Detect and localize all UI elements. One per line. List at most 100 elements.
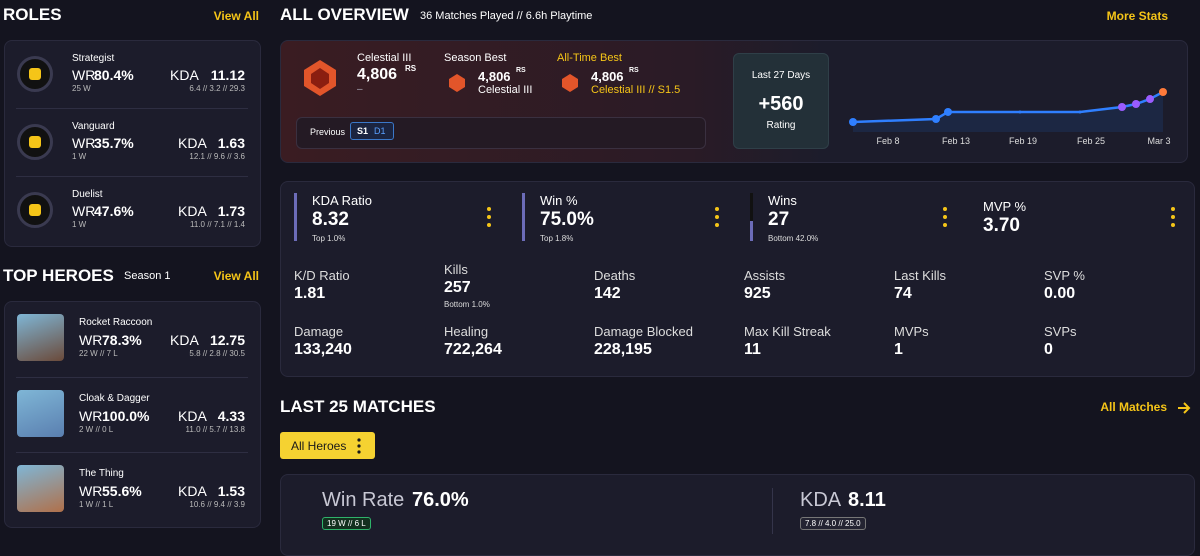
kda-label: KDA <box>170 67 199 83</box>
trend-point <box>1018 110 1022 114</box>
stat-value: 1 <box>894 341 903 358</box>
hero-portrait <box>17 389 64 437</box>
heroes-link[interactable]: View All <box>213 269 259 283</box>
matches-title: LAST 25 MATCHES <box>280 397 436 416</box>
more-stats[interactable]: More Stats <box>1106 9 1168 23</box>
percentile-bar <box>750 193 753 241</box>
stat-label: MVPs <box>894 324 929 339</box>
overview-subtitle: 36 Matches Played // 6.6h Playtime <box>420 10 593 22</box>
role-name: Vanguard <box>72 121 115 132</box>
role-glyph <box>29 136 41 148</box>
wr-label: WR <box>72 67 96 83</box>
divider <box>772 488 773 534</box>
menu-dot <box>1171 215 1175 219</box>
separator <box>16 176 248 177</box>
stat-value: 925 <box>744 285 771 302</box>
kda-label: KDA <box>178 135 207 151</box>
winrate-label: Win Rate <box>322 489 405 511</box>
stat-value: 0 <box>1044 341 1053 358</box>
kda-label: KDA <box>800 489 842 511</box>
roles-link[interactable]: View All <box>213 9 259 23</box>
date-label: Feb 13 <box>942 136 970 146</box>
kda-value: 1.63 <box>217 135 245 151</box>
role-icon <box>17 56 53 92</box>
record: 25 W <box>72 84 91 93</box>
kda-value: 1.73 <box>217 203 245 219</box>
kda-detail: 6.4 // 3.2 // 29.3 <box>189 84 245 93</box>
stat-label: Kills <box>444 262 468 277</box>
menu-dot <box>943 207 947 211</box>
stat-value: 74 <box>894 285 912 302</box>
all-matches[interactable]: All Matches <box>1100 400 1167 414</box>
all-time-unit: RS <box>629 67 639 74</box>
stat-label: K/D Ratio <box>294 268 350 283</box>
menu-dot <box>943 223 947 227</box>
season-best-score: 4,806 <box>478 69 511 84</box>
role-icon <box>17 124 53 160</box>
stat-label: Deaths <box>594 268 636 283</box>
stat-rank: Bottom 1.0% <box>444 300 490 309</box>
current-score: 4,806 <box>357 66 398 83</box>
rank-icon-small <box>562 74 578 92</box>
menu-dot <box>487 215 491 219</box>
menu-dot <box>487 223 491 227</box>
role-name: Duelist <box>72 189 103 200</box>
roles-title: ROLES <box>3 5 62 24</box>
menu-icon <box>357 438 361 454</box>
menu-dot <box>943 215 947 219</box>
role-icon <box>17 192 53 228</box>
highlight-label: MVP % <box>983 199 1027 214</box>
kda-detail: 11.0 // 7.1 // 1.4 <box>190 220 245 229</box>
previous-rank: D1 <box>374 126 386 136</box>
previous-label: Previous <box>310 127 346 137</box>
hero-name: Cloak & Dagger <box>79 392 150 404</box>
percentile-fill <box>522 193 525 241</box>
stat-value: 0.00 <box>1044 285 1076 302</box>
previous-season: S1 <box>357 126 369 136</box>
highlight-label: KDA Ratio <box>312 193 372 208</box>
separator <box>16 452 248 453</box>
trend-point <box>1146 95 1154 104</box>
wr-label: WR <box>72 135 96 151</box>
current-note: – <box>357 84 363 95</box>
kda-label: KDA <box>178 483 207 499</box>
kda-label: KDA <box>170 332 199 348</box>
stat-label: SVP % <box>1044 268 1085 283</box>
menu-icon[interactable] <box>943 207 947 227</box>
record: 1 W // 1 L <box>79 500 114 509</box>
kda-value: 8.11 <box>848 489 886 511</box>
heroes-season: Season 1 <box>124 270 171 282</box>
rating-change: +560 <box>758 93 804 115</box>
highlight-value: 27 <box>768 209 790 230</box>
highlight-value: 8.32 <box>312 209 349 230</box>
kda-value: 11.12 <box>210 67 245 83</box>
wr-value: 100.0% <box>102 407 150 424</box>
trend-point <box>849 118 857 126</box>
trend-point <box>1118 103 1126 111</box>
separator <box>16 376 248 378</box>
season-best-unit: RS <box>516 67 526 74</box>
record: 22 W // 7 L <box>79 349 118 358</box>
season-best-label: Season Best <box>444 52 507 64</box>
wr-value: 78.3% <box>102 332 142 348</box>
overview-title: ALL OVERVIEW <box>280 5 409 24</box>
kda-label: KDA <box>178 407 207 424</box>
wr-label: WR <box>72 203 96 219</box>
date-label: Feb 19 <box>1009 136 1037 146</box>
all-time-rank: Celestial III // S1.5 <box>591 84 681 96</box>
season-best-rank: Celestial III <box>478 84 533 96</box>
rank-icon <box>304 60 336 96</box>
menu-icon[interactable] <box>1171 207 1175 227</box>
menu-dot <box>487 207 491 211</box>
rating-trend: Feb 8 Feb 13 Feb 19 Feb 25 Mar 3 <box>849 88 1171 146</box>
filter-label: All Heroes <box>291 439 347 453</box>
separator <box>16 108 248 109</box>
previous-badge <box>350 122 394 140</box>
arrow-icon <box>1178 402 1191 414</box>
menu-icon[interactable] <box>715 207 719 227</box>
highlight-label: Wins <box>768 193 797 208</box>
menu-icon[interactable] <box>487 207 491 227</box>
date-label: Feb 25 <box>1077 136 1105 146</box>
role-name: Strategist <box>72 53 115 64</box>
